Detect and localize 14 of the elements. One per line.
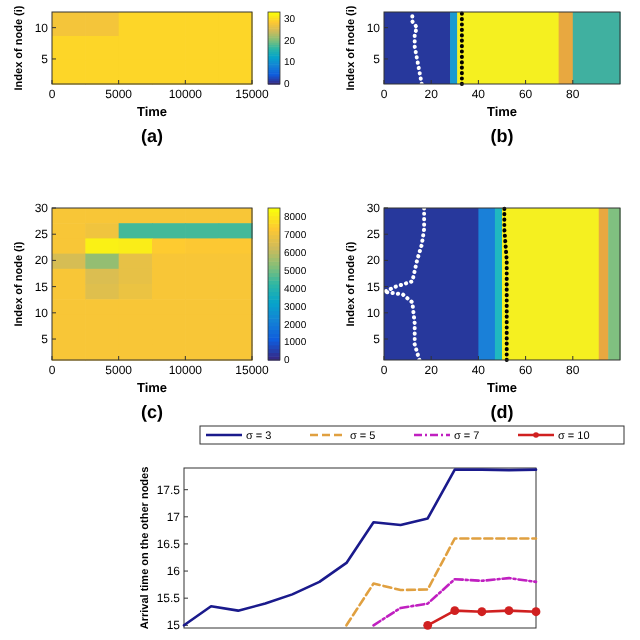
line-series [372,576,538,627]
line-series [382,206,427,362]
point [477,607,487,617]
line-series [502,206,509,362]
point [531,607,541,617]
point [450,606,460,616]
point [504,606,514,616]
text: (a) [141,126,163,146]
line-series [345,537,538,627]
line-series [182,468,538,627]
point [423,620,433,630]
text: (c) [141,402,163,422]
text: (b) [490,126,514,146]
text: (d) [490,402,514,422]
